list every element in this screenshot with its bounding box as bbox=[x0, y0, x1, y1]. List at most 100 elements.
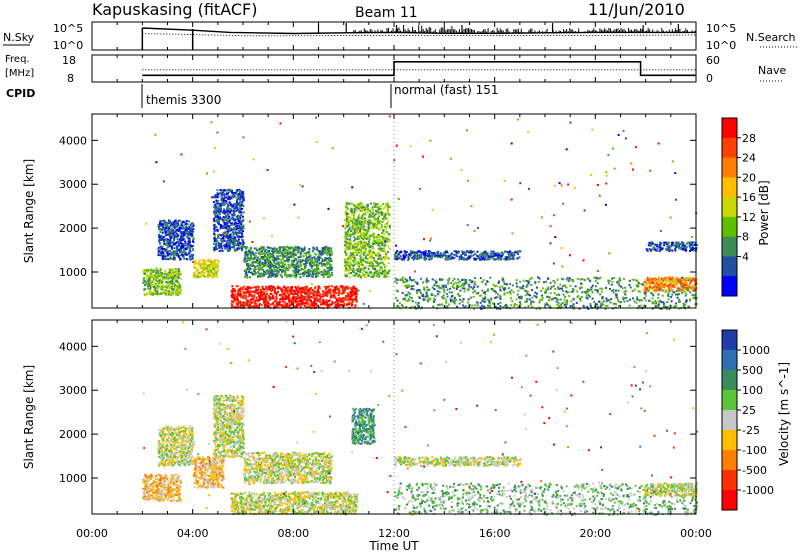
range-cell bbox=[358, 228, 361, 231]
range-cell bbox=[195, 274, 198, 277]
range-cell bbox=[160, 292, 163, 294]
range-cell bbox=[402, 253, 405, 256]
range-cell bbox=[299, 305, 302, 308]
range-cell bbox=[317, 286, 320, 288]
range-cell bbox=[327, 251, 330, 254]
range-cell bbox=[286, 255, 289, 258]
range-cell bbox=[476, 255, 479, 257]
range-cell bbox=[327, 276, 330, 278]
range-cell bbox=[369, 234, 371, 237]
range-cell bbox=[332, 296, 335, 299]
range-cell bbox=[264, 262, 267, 265]
range-cell bbox=[265, 290, 268, 293]
range-cell bbox=[474, 253, 477, 256]
range-cell bbox=[336, 287, 339, 290]
range-cell bbox=[148, 279, 151, 282]
range-cell bbox=[502, 252, 505, 255]
range-cell bbox=[210, 260, 213, 263]
range-cell bbox=[501, 253, 504, 256]
range-cell bbox=[147, 287, 150, 290]
range-cell bbox=[360, 249, 363, 252]
range-cell bbox=[238, 306, 241, 309]
range-cell bbox=[199, 275, 202, 278]
range-cell bbox=[180, 227, 183, 230]
range-cell bbox=[345, 241, 348, 244]
range-cell bbox=[235, 302, 238, 305]
range-cell bbox=[286, 292, 289, 295]
range-cell bbox=[384, 257, 387, 260]
range-cell bbox=[495, 252, 498, 255]
range-cell bbox=[423, 254, 426, 257]
range-cell bbox=[304, 296, 307, 298]
range-cell bbox=[378, 233, 381, 236]
range-cell bbox=[149, 276, 152, 279]
range-cell bbox=[436, 252, 439, 255]
range-cell bbox=[274, 300, 276, 303]
range-cell bbox=[372, 243, 374, 246]
range-cell bbox=[182, 255, 185, 258]
range-cell bbox=[325, 250, 328, 253]
range-cell bbox=[381, 273, 384, 275]
range-cell bbox=[231, 292, 234, 295]
range-cell bbox=[296, 304, 299, 307]
range-cell bbox=[219, 204, 222, 207]
range-cell bbox=[482, 257, 485, 260]
range-cell bbox=[346, 304, 348, 307]
range-cell bbox=[321, 265, 324, 267]
range-cell bbox=[482, 251, 485, 254]
range-cell bbox=[364, 228, 367, 231]
range-cell bbox=[182, 227, 185, 229]
range-cell bbox=[163, 256, 166, 258]
range-cell bbox=[341, 285, 344, 288]
range-cell bbox=[334, 288, 336, 291]
range-cell bbox=[384, 269, 386, 272]
range-cell bbox=[247, 262, 250, 265]
range-cell bbox=[260, 247, 263, 250]
range-cell bbox=[225, 226, 228, 229]
range-cell bbox=[238, 291, 240, 294]
range-cell bbox=[176, 253, 179, 255]
nsky-label: N.Sky bbox=[3, 31, 35, 44]
range-cell bbox=[183, 247, 186, 250]
range-cell bbox=[172, 229, 175, 232]
range-cell bbox=[283, 289, 286, 292]
range-cell bbox=[317, 293, 320, 295]
range-cell bbox=[362, 269, 365, 272]
range-cell bbox=[442, 254, 444, 257]
range-cell bbox=[331, 300, 334, 303]
range-cell bbox=[281, 289, 284, 292]
range-cell bbox=[172, 276, 175, 279]
range-cell bbox=[375, 260, 377, 263]
range-cell bbox=[419, 256, 422, 259]
range-cell bbox=[353, 243, 356, 246]
range-cell bbox=[164, 250, 167, 252]
range-cell bbox=[329, 289, 332, 292]
range-cell bbox=[340, 299, 343, 302]
range-cell bbox=[191, 227, 194, 230]
range-cell bbox=[327, 250, 330, 253]
range-cell bbox=[349, 276, 352, 279]
range-cell bbox=[352, 274, 355, 277]
range-cell bbox=[236, 247, 239, 250]
range-cell bbox=[293, 259, 296, 262]
range-cell bbox=[294, 268, 297, 271]
range-cell bbox=[324, 291, 327, 294]
range-cell bbox=[367, 228, 370, 231]
range-cell bbox=[232, 295, 234, 298]
range-cell bbox=[215, 263, 218, 266]
range-cell bbox=[485, 253, 488, 256]
range-cell bbox=[326, 286, 329, 289]
range-cell bbox=[351, 222, 354, 225]
range-cell bbox=[222, 232, 225, 235]
range-cell bbox=[356, 254, 359, 256]
range-cell bbox=[342, 291, 345, 294]
range-cell bbox=[297, 250, 300, 253]
range-cell bbox=[259, 257, 262, 260]
range-cell bbox=[179, 270, 182, 273]
range-cell bbox=[297, 302, 300, 305]
range-cell bbox=[188, 256, 191, 259]
range-cell bbox=[322, 295, 325, 298]
range-cell bbox=[276, 305, 279, 308]
range-cell bbox=[364, 260, 367, 263]
range-cell bbox=[253, 294, 256, 297]
